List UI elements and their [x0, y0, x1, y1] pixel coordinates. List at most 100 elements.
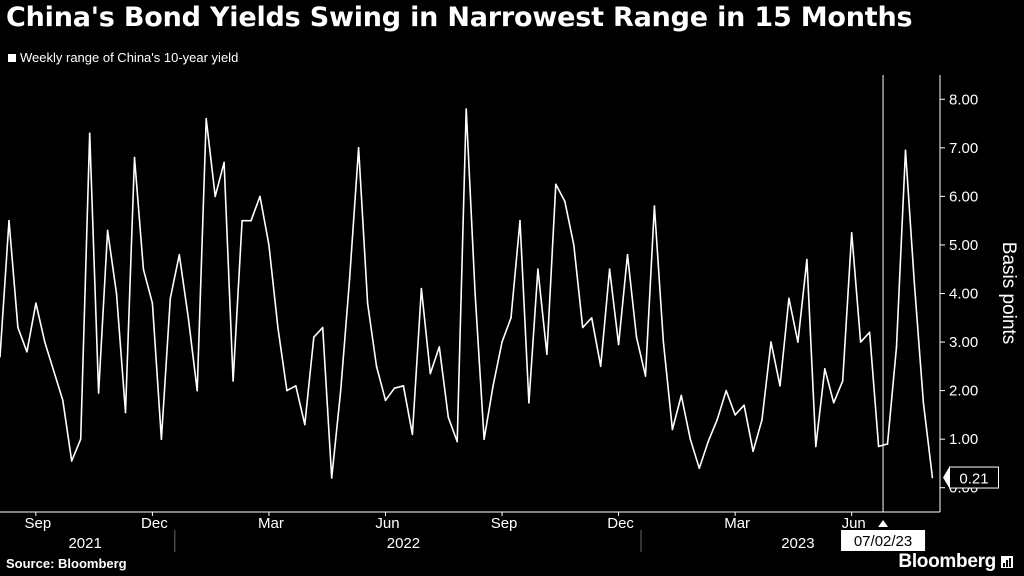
year-label: 2022: [387, 535, 420, 552]
data-point: [402, 384, 405, 387]
data-point: [151, 302, 154, 305]
marker-label: 07/02/23: [854, 533, 912, 550]
bloomberg-logo-text: Bloomberg: [898, 551, 996, 572]
data-point: [608, 268, 611, 271]
data-point: [716, 418, 718, 421]
data-point: [725, 389, 727, 392]
data-point: [88, 132, 91, 135]
legend-swatch: [8, 53, 16, 62]
data-point: [680, 394, 683, 397]
marker-arrow: [878, 520, 889, 527]
data-point: [698, 467, 701, 470]
data-point: [644, 375, 647, 377]
data-point: [895, 346, 898, 348]
data-point: [761, 418, 763, 421]
data-point: [286, 389, 288, 392]
data-point: [555, 183, 557, 186]
y-tick-label: 1.00: [949, 431, 978, 448]
data-point: [61, 399, 64, 402]
series-line: [0, 108, 934, 479]
data-point: [563, 200, 566, 203]
chart-title: China's Bond Yields Swing in Narrowest R…: [6, 2, 913, 33]
data-point: [250, 219, 252, 222]
data-point: [160, 438, 163, 440]
data-point: [205, 117, 207, 120]
legend: Weekly range of China's 10-year yield: [8, 50, 238, 65]
data-point: [734, 414, 736, 416]
data-point: [788, 297, 790, 300]
data-point: [859, 341, 862, 343]
x-tick-label: Mar: [724, 515, 750, 532]
data-point: [483, 438, 485, 440]
data-point: [304, 423, 306, 426]
data-point: [850, 232, 853, 234]
data-point: [581, 326, 584, 329]
data-point: [241, 219, 243, 222]
data-point: [492, 384, 494, 387]
data-point: [886, 443, 889, 445]
data-point: [295, 384, 297, 387]
data-point: [823, 367, 826, 370]
data-point: [133, 156, 136, 159]
data-point: [393, 387, 396, 389]
marker-label-box: [841, 530, 926, 551]
data-point: [375, 365, 378, 368]
data-point: [662, 341, 665, 343]
data-point: [931, 476, 934, 479]
data-point: [106, 229, 109, 232]
data-point: [671, 428, 674, 431]
data-point: [590, 316, 593, 319]
data-point: [17, 326, 19, 329]
data-point: [52, 370, 55, 372]
y-tick-label: 5.00: [949, 237, 978, 254]
data-point: [339, 389, 342, 392]
x-tick-label: Sep: [491, 515, 518, 532]
data-point: [348, 278, 351, 280]
data-point: [312, 336, 315, 339]
data-point: [501, 341, 503, 343]
data-point: [232, 380, 234, 382]
data-point: [259, 195, 261, 198]
data-point: [214, 195, 216, 198]
data-point: [438, 346, 441, 348]
data-point: [429, 372, 432, 375]
data-point: [877, 445, 880, 448]
y-tick-label: 6.00: [949, 188, 978, 205]
legend-label: Weekly range of China's 10-year yield: [20, 50, 239, 65]
x-tick-label: Jun: [842, 515, 866, 532]
x-tick-label: Dec: [141, 515, 168, 532]
year-label: 2023: [781, 535, 814, 552]
y-tick-label: 8.00: [949, 91, 978, 108]
data-point: [707, 440, 710, 443]
data-point: [815, 445, 817, 448]
data-point: [653, 205, 656, 207]
data-point: [178, 253, 181, 256]
bloomberg-logo-icon: [1001, 556, 1013, 568]
data-point: [689, 438, 692, 440]
data-point: [519, 219, 521, 222]
x-tick-label: Dec: [607, 515, 634, 532]
y-tick-label: 2.00: [949, 383, 978, 400]
x-tick-label: Mar: [258, 515, 284, 532]
data-point: [806, 258, 808, 261]
data-point: [187, 316, 190, 319]
data-point: [743, 404, 745, 406]
data-point: [572, 244, 575, 246]
data-point: [832, 401, 835, 404]
data-point: [546, 353, 548, 355]
data-point: [321, 326, 324, 329]
data-point: [277, 326, 279, 329]
data-point: [357, 147, 360, 149]
data-point: [868, 331, 871, 334]
data-point: [8, 219, 10, 222]
data-point: [115, 292, 118, 295]
x-tick-label: Jun: [375, 515, 399, 532]
data-point: [528, 401, 530, 404]
year-label: 2021: [68, 535, 101, 552]
last-value-inner: [950, 467, 998, 488]
source-note: Source: Bloomberg: [6, 556, 127, 571]
data-point: [537, 268, 539, 271]
last-value-pointer: [943, 467, 949, 488]
y-tick-label: 7.00: [949, 140, 978, 157]
